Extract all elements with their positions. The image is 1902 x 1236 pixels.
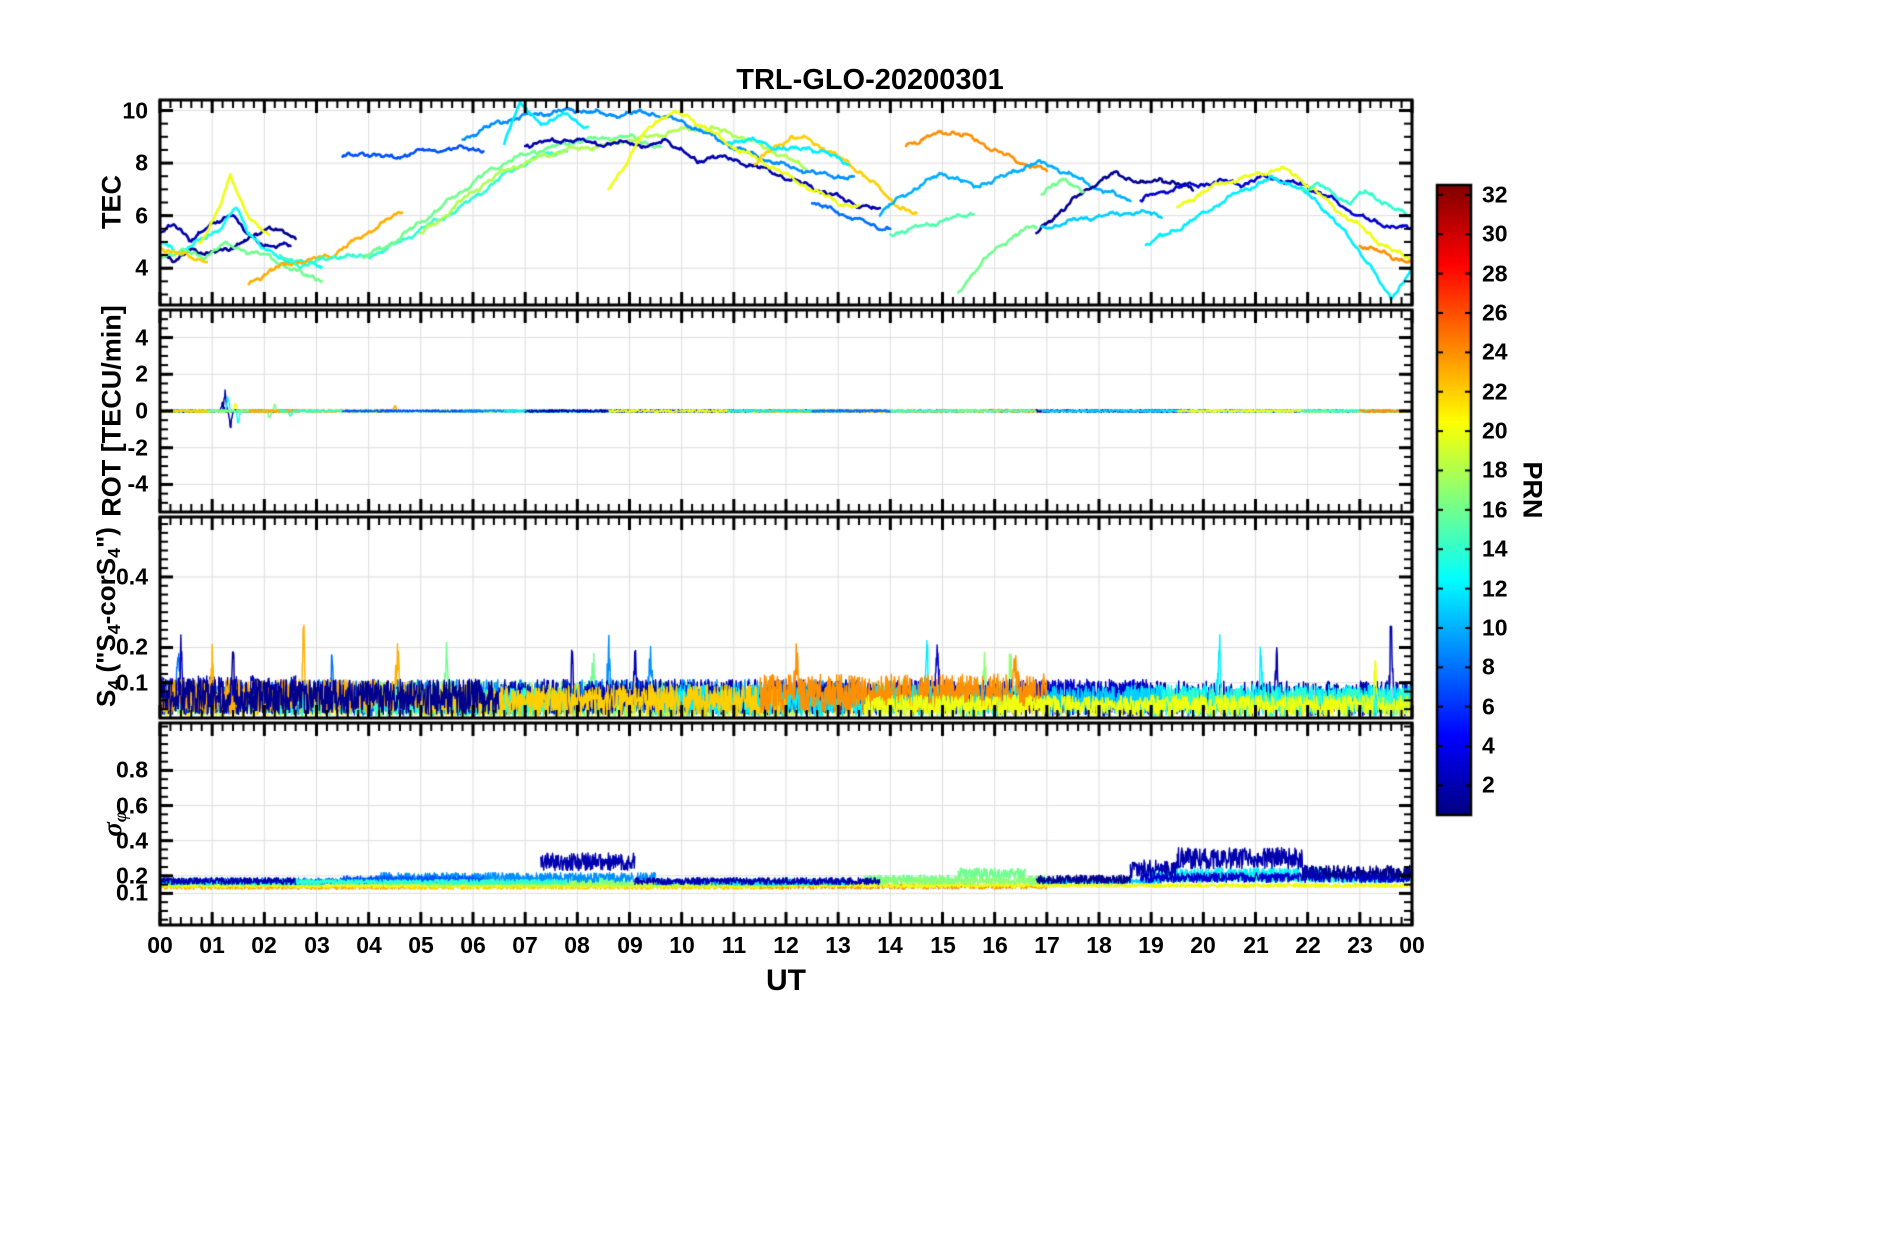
y-tick-label-tec: 8: [135, 149, 148, 176]
x-tick-label: 23: [1347, 932, 1373, 958]
colorbar-tick-label: 26: [1482, 299, 1508, 326]
colorbar-tick-label: 22: [1482, 378, 1508, 405]
y-tick-label-sigma-phi: 0.1: [116, 879, 148, 906]
x-tick-label: 05: [408, 932, 434, 958]
x-tick-label: 00: [147, 932, 173, 958]
x-tick-label: 02: [251, 932, 277, 958]
x-tick-label: 14: [877, 932, 903, 958]
y-tick-label-rot: 2: [135, 360, 148, 387]
x-tick-label: 18: [1086, 932, 1112, 958]
colorbar-tick-label: 12: [1482, 575, 1508, 602]
colorbar-tick-label: 2: [1482, 771, 1495, 798]
x-tick-label: 19: [1138, 932, 1164, 958]
colorbar-tick-label: 4: [1482, 732, 1495, 759]
x-tick-label: 06: [460, 932, 486, 958]
x-axis-label: UT: [766, 964, 806, 997]
x-tick-label: 00: [1399, 932, 1425, 958]
ylabel-rot: ROT [TECU/min]: [96, 305, 127, 517]
colorbar-tick-label: 24: [1482, 338, 1508, 365]
y-tick-label-rot: 0: [135, 397, 148, 424]
x-tick-label: 08: [564, 932, 590, 958]
x-tick-label: 13: [825, 932, 851, 958]
x-tick-label: 10: [669, 932, 695, 958]
x-tick-label: 16: [982, 932, 1008, 958]
y-tick-label-sigma-phi: 0.2: [116, 862, 148, 889]
colorbar-tick-label: 28: [1482, 260, 1508, 287]
colorbar-tick-label: 8: [1482, 653, 1495, 680]
y-tick-label-rot: -2: [127, 434, 148, 461]
y-tick-label-s4: 0.4: [116, 563, 148, 590]
colorbar-label: PRN: [1517, 461, 1548, 519]
x-tick-label: 22: [1295, 932, 1321, 958]
x-tick-label: 11: [721, 932, 747, 958]
x-tick-label: 12: [773, 932, 799, 958]
y-tick-label-rot: 4: [135, 324, 148, 351]
colorbar-tick-label: 10: [1482, 614, 1508, 641]
x-tick-label: 03: [304, 932, 330, 958]
y-tick-label-s4: 0.2: [116, 633, 148, 660]
x-tick-label: 07: [512, 932, 538, 958]
x-tick-label: 17: [1034, 932, 1060, 958]
colorbar-tick-label: 16: [1482, 496, 1508, 523]
ylabel-s4-sub: 4: [103, 548, 124, 558]
colorbar-tick-label: 32: [1482, 181, 1508, 208]
y-tick-label-tec: 6: [135, 202, 148, 229]
colorbar-tick-label: 30: [1482, 220, 1508, 247]
y-tick-label-tec: 4: [135, 254, 148, 281]
x-tick-label: 21: [1243, 932, 1269, 958]
y-tick-label-sigma-phi: 0.4: [116, 827, 148, 854]
colorbar-tick-label: 20: [1482, 417, 1508, 444]
y-tick-label-sigma-phi: 0.6: [116, 792, 148, 819]
x-tick-label: 20: [1190, 932, 1216, 958]
ylabel-s4-part: "): [91, 527, 122, 549]
colorbar-tick-label: 6: [1482, 693, 1495, 720]
colorbar-tick-label: 14: [1482, 535, 1508, 562]
x-tick-label: 15: [930, 932, 956, 958]
y-tick-label-sigma-phi: 0.8: [116, 756, 148, 783]
y-tick-label-s4: 0.1: [116, 669, 148, 696]
y-tick-label-rot: -4: [127, 470, 148, 497]
ylabel-tec: TEC: [96, 175, 127, 229]
y-tick-label-tec: 10: [122, 97, 148, 124]
x-tick-label: 04: [356, 932, 382, 958]
chart-title: TRL-GLO-20200301: [736, 64, 1004, 96]
x-tick-label: 09: [617, 932, 643, 958]
colorbar-tick-label: 18: [1482, 456, 1508, 483]
x-tick-label: 01: [199, 932, 225, 958]
